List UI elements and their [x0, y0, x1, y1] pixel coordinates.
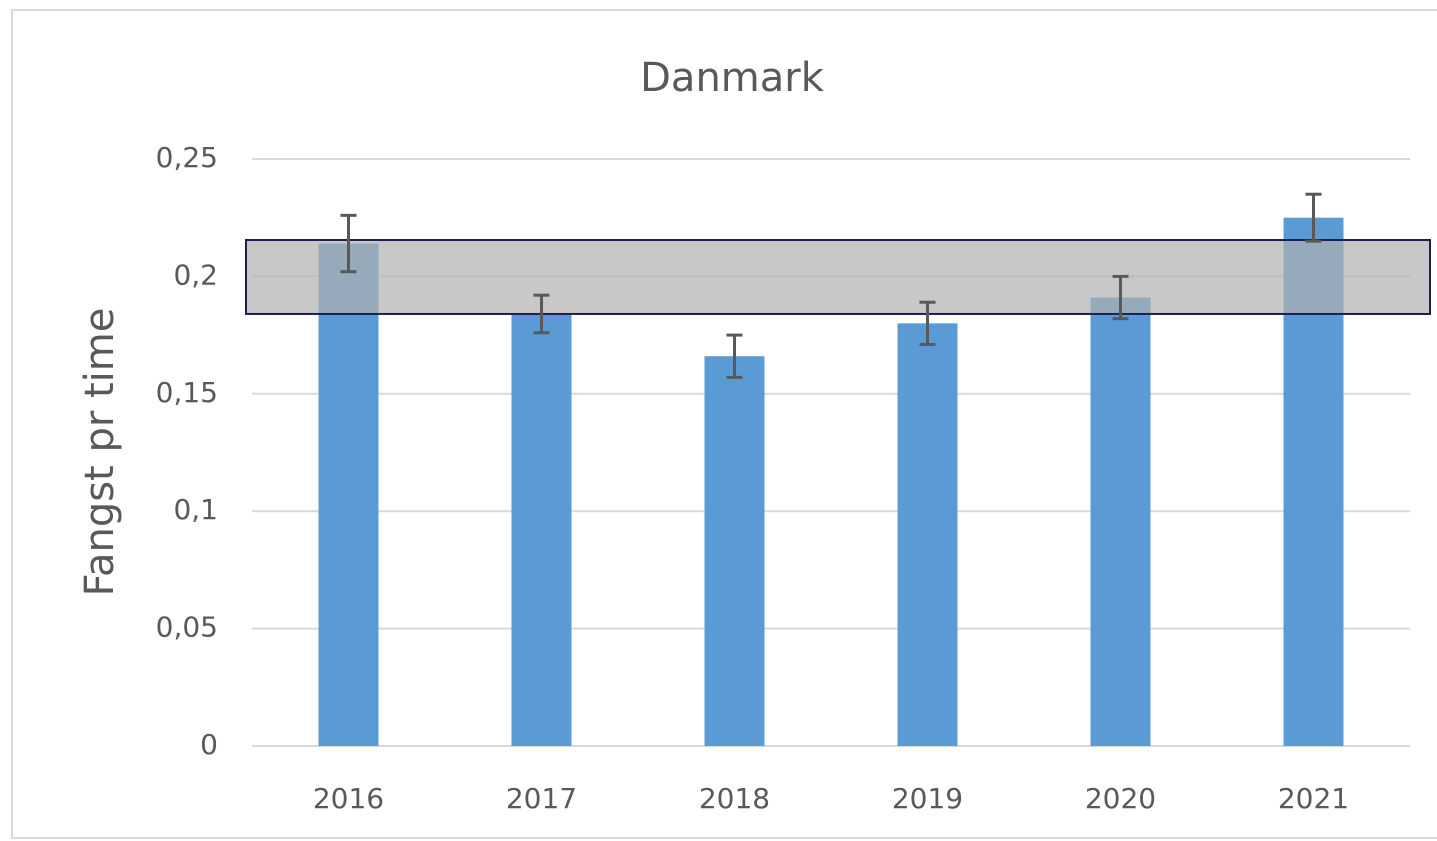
- x-tick-label: 2021: [1278, 782, 1349, 815]
- y-tick-label: 0,25: [156, 141, 218, 174]
- error-bar: [340, 213, 357, 274]
- error-bar: [1305, 192, 1322, 243]
- error-bar: [533, 293, 550, 335]
- error-bar: [919, 300, 936, 346]
- x-tick-label: 2020: [1085, 782, 1156, 815]
- bar: [511, 313, 572, 746]
- x-tick-label: 2019: [892, 782, 963, 815]
- highlight-band: [245, 239, 1431, 315]
- bar: [704, 356, 765, 746]
- y-tick-label: 0,05: [156, 611, 218, 644]
- error-bar: [1112, 274, 1129, 321]
- x-tick-label: 2016: [313, 782, 384, 815]
- bar: [318, 243, 379, 746]
- error-bar: [726, 333, 743, 379]
- bar: [1090, 297, 1151, 746]
- bar: [897, 323, 958, 746]
- x-tick-label: 2018: [699, 782, 770, 815]
- y-tick-label: 0: [200, 728, 218, 761]
- x-tick-label: 2017: [506, 782, 577, 815]
- y-tick-label: 0,15: [156, 376, 218, 409]
- chart-title: Danmark: [640, 55, 825, 101]
- y-tick-label: 0,1: [173, 493, 218, 526]
- y-tick-label: 0,2: [173, 258, 218, 291]
- y-axis-label: Fangst pr time: [77, 308, 123, 597]
